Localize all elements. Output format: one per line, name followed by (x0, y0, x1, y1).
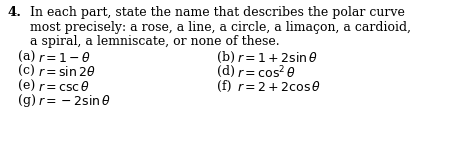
Text: $r = 1 - \theta$: $r = 1 - \theta$ (38, 51, 91, 65)
Text: (c): (c) (18, 65, 39, 78)
Text: $r = \sin 2\theta$: $r = \sin 2\theta$ (38, 65, 96, 79)
Text: $r = \csc\theta$: $r = \csc\theta$ (38, 80, 90, 94)
Text: (d): (d) (217, 65, 239, 78)
Text: (f): (f) (217, 80, 235, 93)
Text: $r = 1 + 2\sin\theta$: $r = 1 + 2\sin\theta$ (236, 51, 318, 65)
Text: (e): (e) (18, 80, 39, 93)
Text: (b): (b) (217, 51, 239, 63)
Text: 4.: 4. (8, 6, 22, 19)
Text: In each part, state the name that describes the polar curve: In each part, state the name that descri… (30, 6, 405, 19)
Text: $r = -2\sin\theta$: $r = -2\sin\theta$ (38, 94, 111, 108)
Text: $r = 2 + 2\cos\theta$: $r = 2 + 2\cos\theta$ (236, 80, 321, 94)
Text: most precisely: a rose, a line, a circle, a limaçon, a cardioid,: most precisely: a rose, a line, a circle… (30, 20, 411, 33)
Text: (g): (g) (18, 94, 40, 107)
Text: a spiral, a lemniscate, or none of these.: a spiral, a lemniscate, or none of these… (30, 35, 280, 48)
Text: (a): (a) (18, 51, 39, 63)
Text: $r = \cos^2\theta$: $r = \cos^2\theta$ (236, 65, 296, 82)
